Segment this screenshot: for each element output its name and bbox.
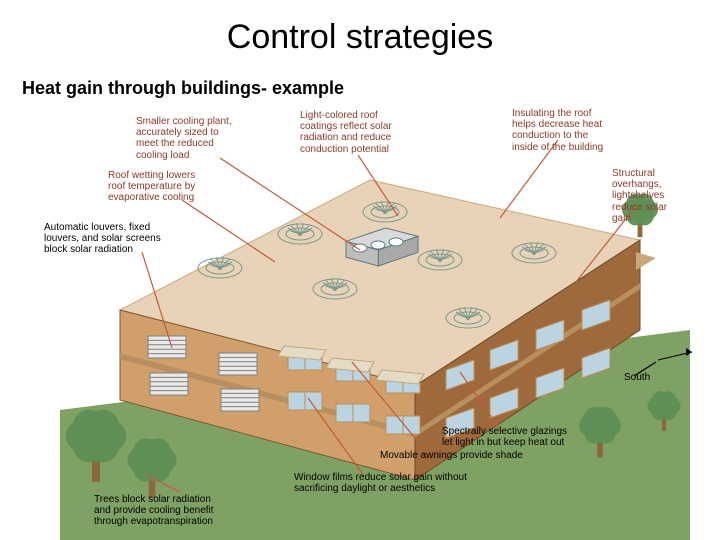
callout-awnings: Movable awnings provide shade: [380, 450, 523, 461]
callout-roof-wetting: Roof wetting lowers roof temperature by …: [108, 170, 195, 204]
callout-louvers: Automatic louvers, fixed louvers, and so…: [44, 222, 161, 256]
callout-trees: Trees block solar radiation and provide …: [94, 494, 214, 528]
callout-roof-coating: Light-colored roof coatings reflect sola…: [300, 110, 392, 155]
callout-glazings: Spectrally selective glazings let light …: [442, 426, 567, 448]
callout-insulation: Insulating the roof helps decrease heat …: [512, 108, 603, 153]
direction-south: South: [624, 372, 650, 383]
callout-overhangs: Structural overhangs, lightshelves reduc…: [612, 168, 667, 224]
callout-films: Window films reduce solar gain without s…: [294, 472, 467, 494]
callout-cooling-plant: Smaller cooling plant, accurately sized …: [136, 116, 232, 161]
diagram-canvas: [0, 0, 720, 540]
